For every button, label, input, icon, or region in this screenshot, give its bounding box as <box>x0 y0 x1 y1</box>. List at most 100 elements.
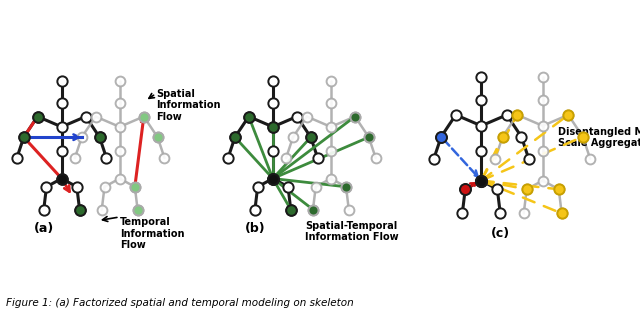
Point <box>56 100 67 105</box>
Text: (b): (b) <box>244 222 265 235</box>
Point <box>56 78 67 83</box>
Text: Spatial-Temporal
Information Flow: Spatial-Temporal Information Flow <box>305 221 399 242</box>
Text: Disentangled Multi-
Scale Aggregation: Disentangled Multi- Scale Aggregation <box>558 127 640 149</box>
Point <box>476 123 486 128</box>
Point <box>522 187 532 192</box>
Point <box>97 207 107 212</box>
Point <box>74 207 84 212</box>
Point <box>268 149 278 154</box>
Point <box>310 184 321 189</box>
Point <box>538 149 548 154</box>
Point <box>557 211 567 216</box>
Point <box>476 98 486 103</box>
Point <box>115 124 125 129</box>
Point <box>301 114 312 119</box>
Point <box>230 135 240 140</box>
Point <box>268 176 278 181</box>
Point <box>554 187 564 192</box>
Point <box>502 112 512 117</box>
Text: Temporal
Information
Flow: Temporal Information Flow <box>120 217 184 250</box>
Point <box>285 207 296 212</box>
Point <box>19 135 29 140</box>
Point <box>350 114 360 119</box>
Point <box>522 187 532 192</box>
Point <box>56 176 67 181</box>
Point <box>326 78 336 83</box>
Point <box>476 74 486 79</box>
Point <box>557 211 567 216</box>
Point <box>159 155 170 160</box>
Point <box>538 178 548 183</box>
Point <box>268 124 278 129</box>
Point <box>306 135 316 140</box>
Point <box>81 114 91 119</box>
Point <box>56 124 67 129</box>
Point <box>74 207 84 212</box>
Point <box>19 135 29 140</box>
Point <box>132 207 143 212</box>
Point <box>585 156 595 161</box>
Point <box>516 134 527 139</box>
Point <box>268 176 278 181</box>
Point <box>285 207 296 212</box>
Point <box>132 207 143 212</box>
Point <box>497 134 508 139</box>
Point <box>563 112 573 117</box>
Point <box>42 184 52 189</box>
Point <box>578 134 588 139</box>
Point <box>495 211 506 216</box>
Point <box>38 207 49 212</box>
Point <box>460 187 470 192</box>
Point <box>492 187 502 192</box>
Point <box>33 114 43 119</box>
Point <box>281 155 291 160</box>
Point <box>244 114 254 119</box>
Point <box>538 98 548 103</box>
Point <box>33 114 43 119</box>
Point <box>312 155 323 160</box>
Point <box>476 178 486 183</box>
Point <box>115 176 125 181</box>
Point <box>436 134 446 139</box>
Point <box>223 155 233 160</box>
Point <box>288 135 298 140</box>
Point <box>308 207 318 212</box>
Text: (a): (a) <box>33 222 54 235</box>
Point <box>457 211 467 216</box>
Point <box>268 100 278 105</box>
Point <box>95 135 105 140</box>
Text: Spatial
Information
Flow: Spatial Information Flow <box>156 89 220 122</box>
Point <box>139 114 149 119</box>
Point <box>130 184 140 189</box>
Point <box>460 187 470 192</box>
Point <box>244 114 254 119</box>
Point <box>350 114 360 119</box>
Point <box>436 134 446 139</box>
Text: Figure 1: (a) Factorized spatial and temporal modeling on skeleton: Figure 1: (a) Factorized spatial and tem… <box>6 298 354 308</box>
Point <box>371 155 381 160</box>
Point <box>250 207 260 212</box>
Point <box>253 184 263 189</box>
Point <box>12 155 22 160</box>
Point <box>115 149 125 154</box>
Point <box>77 135 87 140</box>
Point <box>306 135 316 140</box>
Point <box>130 184 140 189</box>
Point <box>101 155 111 160</box>
Point <box>95 135 105 140</box>
Point <box>429 156 439 161</box>
Point <box>512 112 522 117</box>
Point <box>70 155 80 160</box>
Point <box>72 184 82 189</box>
Point <box>283 184 293 189</box>
Point <box>497 134 508 139</box>
Point <box>115 100 125 105</box>
Point <box>308 207 318 212</box>
Point <box>268 78 278 83</box>
Point <box>364 135 374 140</box>
Point <box>451 112 461 117</box>
Point <box>326 124 336 129</box>
Point <box>341 184 351 189</box>
Point <box>99 184 109 189</box>
Point <box>476 178 486 183</box>
